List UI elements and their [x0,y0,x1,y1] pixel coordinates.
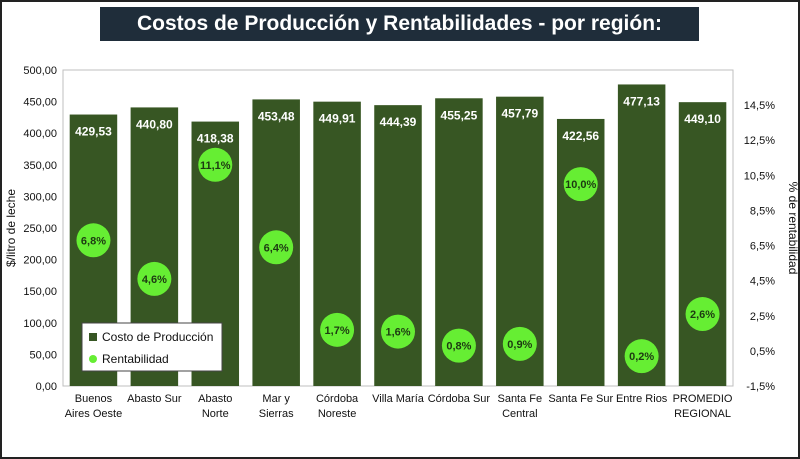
point-rentabilidad [198,147,233,182]
bar-value-label: 429,53 [75,125,112,139]
point-rentabilidad [502,326,537,361]
point-rentabilidad [685,297,720,332]
y2-tick-label: 14,5% [744,100,775,112]
category-label: PROMEDIO [673,393,733,405]
bar-value-label: 455,25 [441,108,478,122]
bar-value-label: 422,56 [562,129,599,143]
y-axis-label: $/litro de leche [4,189,18,267]
y2-axis-label: % de rentabilidad [786,182,800,275]
y2-tick-label: 6,5% [750,241,775,253]
category-label: Mar y [262,393,290,405]
legend-label-rentabilidad: Rentabilidad [102,352,169,366]
point-rentabilidad [624,339,659,374]
y-tick-label: 150,00 [23,286,57,298]
point-rentabilidad [320,312,355,347]
y2-tick-label: 8,5% [750,205,775,217]
y-tick-label: 400,00 [23,128,57,140]
point-rentabilidad [137,261,172,296]
y-tick-label: 0,00 [36,381,57,393]
point-rentabilidad [563,167,598,202]
point-value-label: 0,2% [629,351,654,363]
y2-tick-label: 10,5% [744,170,775,182]
bar-value-label: 457,79 [501,107,538,121]
point-value-label: 1,7% [325,325,350,337]
category-label: Santa Fe [497,393,542,405]
category-label: Santa Fe Sur [548,393,613,405]
category-label: Sierras [259,408,294,420]
category-label: Buenos [75,393,113,405]
y-tick-label: 300,00 [23,191,57,203]
point-rentabilidad [381,314,415,349]
point-value-label: 0,9% [507,339,532,351]
bar-value-label: 449,10 [684,112,721,126]
category-label: Abasto Sur [127,393,182,405]
legend-label-costo: Costo de Producción [102,330,213,344]
category-label: Entre Rios [616,393,668,405]
category-label: Villa María [372,393,425,405]
category-label: Aires Oeste [65,408,122,420]
point-rentabilidad [76,223,111,258]
y2-tick-label: -1,5% [746,381,775,393]
bar-costo [617,84,666,386]
y2-tick-label: 12,5% [744,135,775,147]
y-tick-label: 500,00 [23,65,57,77]
point-value-label: 6,8% [81,235,106,247]
y-tick-label: 350,00 [23,160,57,172]
y-tick-label: 200,00 [23,255,57,267]
point-value-label: 1,6% [385,327,410,339]
category-label: Abasto [198,393,232,405]
category-label: Norte [202,408,229,420]
point-value-label: 4,6% [142,274,167,286]
y-tick-label: 50,00 [29,349,57,361]
chart-title: Costos de Producción y Rentabilidades - … [100,7,699,69]
y-tick-label: 450,00 [23,97,57,109]
legend: Costo de Producción Rentabilidad [81,322,223,372]
point-value-label: 2,6% [690,309,715,321]
y2-tick-label: 0,5% [750,346,775,358]
category-label: Córdoba Sur [428,393,491,405]
legend-swatch-rentabilidad [89,355,97,363]
y-tick-label: 250,00 [23,223,57,235]
y2-tick-label: 2,5% [750,311,775,323]
legend-swatch-costo [89,333,97,341]
bar-costo [678,102,727,387]
bar-value-label: 444,39 [380,115,417,129]
legend-box [81,322,223,372]
bar-value-label: 449,91 [319,112,356,126]
category-label: Central [502,408,537,420]
bar-value-label: 440,80 [136,117,173,131]
category-label: REGIONAL [674,408,731,420]
bar-costo [556,118,605,386]
y2-tick-label: 4,5% [750,276,775,288]
category-label: Noreste [318,408,357,420]
point-rentabilidad [441,328,476,363]
point-value-label: 11,1% [200,160,231,172]
bar-value-label: 477,13 [623,94,660,108]
bar-value-label: 418,38 [197,132,234,146]
y-tick-label: 100,00 [23,318,57,330]
bar-value-label: 453,48 [258,109,295,123]
category-label: Córdoba [316,393,359,405]
point-value-label: 10,0% [565,179,596,191]
point-rentabilidad [259,230,294,265]
point-value-label: 6,4% [264,242,289,254]
point-value-label: 0,8% [446,341,471,353]
